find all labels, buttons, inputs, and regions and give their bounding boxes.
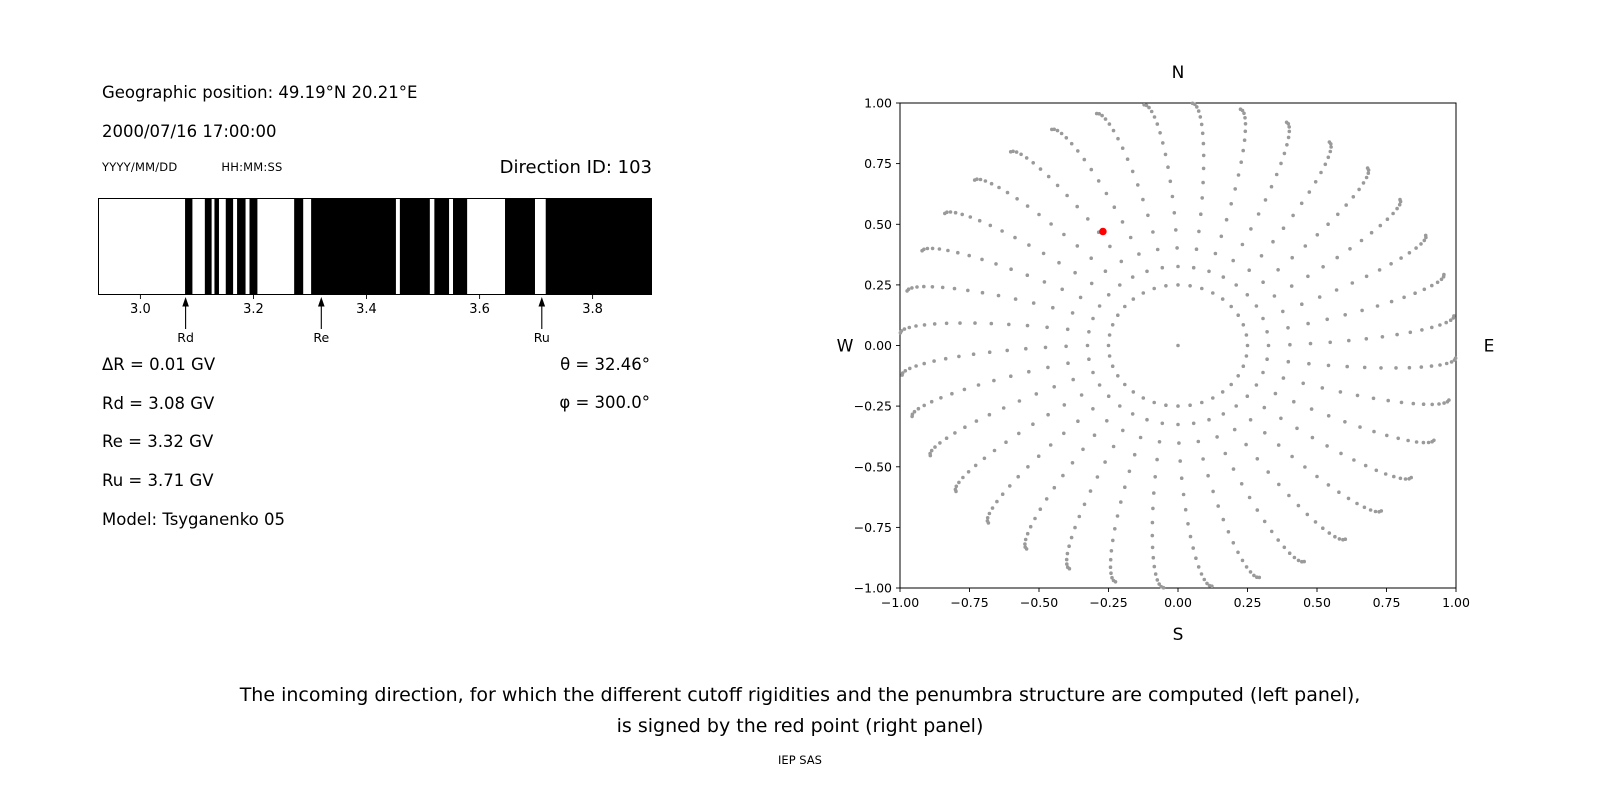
compass-south-label: S <box>1173 625 1184 645</box>
penumbra-x-axis: 3.0 3.2 3.4 3.6 3.8 <box>130 295 603 317</box>
svg-text:Re: Re <box>313 330 329 345</box>
svg-text:3.2: 3.2 <box>243 302 264 317</box>
svg-text:0.00: 0.00 <box>1164 595 1192 610</box>
svg-text:1.00: 1.00 <box>1442 595 1470 610</box>
theta-value: θ = 32.46° <box>560 355 650 374</box>
direction-map-chart: −1.00 −0.75 −0.50 −0.25 0.00 0.25 0.50 0.75 1.00… <box>837 63 1495 645</box>
penumbra-cutoff-markers: Rd Re Ru <box>177 297 550 345</box>
compass-west-label: W <box>837 337 854 357</box>
svg-text:−0.75: −0.75 <box>950 595 988 610</box>
asymptotic-direction-dots <box>898 101 1458 590</box>
svg-text:−0.25: −0.25 <box>854 399 892 414</box>
compass-north-label: N <box>1172 63 1185 83</box>
svg-text:−1.00: −1.00 <box>854 581 892 596</box>
svg-text:3.6: 3.6 <box>469 302 490 317</box>
format-row: YYYY/MM/DD HH:MM:SS <box>102 160 283 174</box>
re-value: Re = 3.32 GV <box>102 432 214 451</box>
svg-text:0.25: 0.25 <box>864 277 892 292</box>
svg-text:Rd: Rd <box>177 330 194 345</box>
svg-text:Ru: Ru <box>534 330 550 345</box>
penumbra-frame <box>98 198 652 295</box>
delta-r-value: ΔR = 0.01 GV <box>102 355 216 374</box>
date-format-label: YYYY/MM/DD <box>102 160 178 174</box>
svg-text:−0.50: −0.50 <box>854 459 892 474</box>
svg-text:0.50: 0.50 <box>1303 595 1331 610</box>
svg-text:0.00: 0.00 <box>864 338 892 353</box>
rd-value: Rd = 3.08 GV <box>102 394 215 413</box>
ru-value: Ru = 3.71 GV <box>102 471 214 490</box>
caption-line-1: The incoming direction, for which the di… <box>239 684 1361 706</box>
svg-text:−0.25: −0.25 <box>1089 595 1127 610</box>
svg-text:−1.00: −1.00 <box>881 595 919 610</box>
svg-text:0.25: 0.25 <box>1234 595 1262 610</box>
compass-east-label: E <box>1484 337 1495 357</box>
svg-text:0.75: 0.75 <box>1373 595 1401 610</box>
datetime-label: 2000/07/16 17:00:00 <box>102 122 277 141</box>
penumbra-bars <box>185 198 652 295</box>
svg-text:0.75: 0.75 <box>864 156 892 171</box>
svg-text:3.4: 3.4 <box>356 302 377 317</box>
geographic-position-label: Geographic position: 49.19°N 20.21°E <box>102 83 418 102</box>
direction-x-axis: −1.00 −0.75 −0.50 −0.25 0.00 0.25 0.50 0.75 1.00 <box>881 588 1470 610</box>
caption-line-2: is signed by the red point (right panel) <box>616 715 984 737</box>
svg-text:3.0: 3.0 <box>130 302 151 317</box>
svg-text:1.00: 1.00 <box>864 96 892 111</box>
direction-id-label: Direction ID: 103 <box>499 157 652 178</box>
credit-label: IEP SAS <box>778 753 822 767</box>
model-value: Model: Tsyganenko 05 <box>102 510 286 529</box>
phi-value: φ = 300.0° <box>559 393 650 412</box>
direction-y-axis: 1.00 0.75 0.50 0.25 0.00 −0.25 −0.50 −0.75 −1.00 <box>854 96 900 596</box>
penumbra-chart: 3.0 3.2 3.4 3.6 3.8 Rd Re Ru <box>98 198 652 345</box>
svg-text:3.8: 3.8 <box>582 302 603 317</box>
time-format-label: HH:MM:SS <box>221 160 283 174</box>
svg-text:−0.50: −0.50 <box>1020 595 1058 610</box>
svg-text:0.50: 0.50 <box>864 217 892 232</box>
svg-text:−0.75: −0.75 <box>854 520 892 535</box>
red-incoming-direction-point <box>1099 227 1107 236</box>
